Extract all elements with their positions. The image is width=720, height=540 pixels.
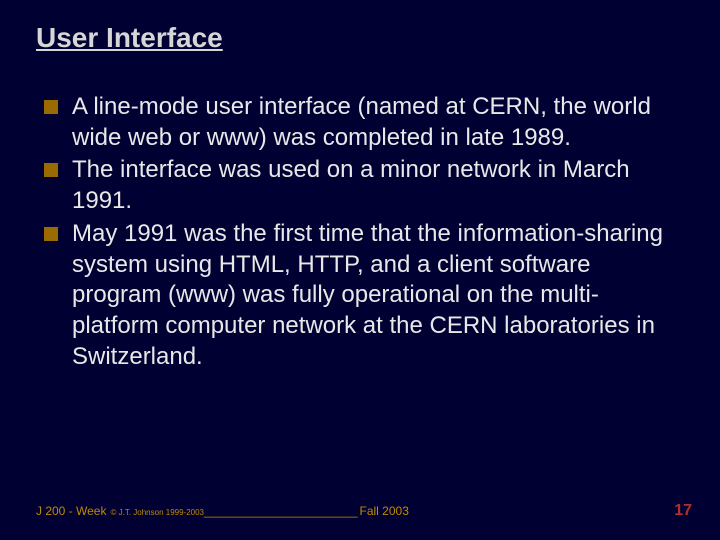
page-number: 17	[674, 502, 692, 520]
bullet-text: The interface was used on a minor networ…	[72, 155, 680, 216]
bullet-text: A line-mode user interface (named at CER…	[72, 92, 680, 153]
square-bullet-icon	[44, 227, 58, 241]
square-bullet-icon	[44, 163, 58, 177]
square-bullet-icon	[44, 100, 58, 114]
list-item: The interface was used on a minor networ…	[44, 155, 680, 216]
footer-course: J 200 - Week	[36, 504, 106, 518]
bullet-list: A line-mode user interface (named at CER…	[44, 92, 680, 374]
footer-term: Fall 2003	[360, 504, 409, 518]
slide: User Interface A line-mode user interfac…	[0, 0, 720, 540]
slide-title: User Interface	[36, 22, 223, 54]
bullet-text: May 1991 was the first time that the inf…	[72, 219, 680, 373]
footer-blank-line: _______________________	[204, 504, 358, 518]
footer: J 200 - Week © J.T. Johnson 1999-2003 __…	[36, 504, 690, 518]
list-item: May 1991 was the first time that the inf…	[44, 219, 680, 373]
footer-copyright: © J.T. Johnson 1999-2003	[110, 508, 204, 517]
list-item: A line-mode user interface (named at CER…	[44, 92, 680, 153]
